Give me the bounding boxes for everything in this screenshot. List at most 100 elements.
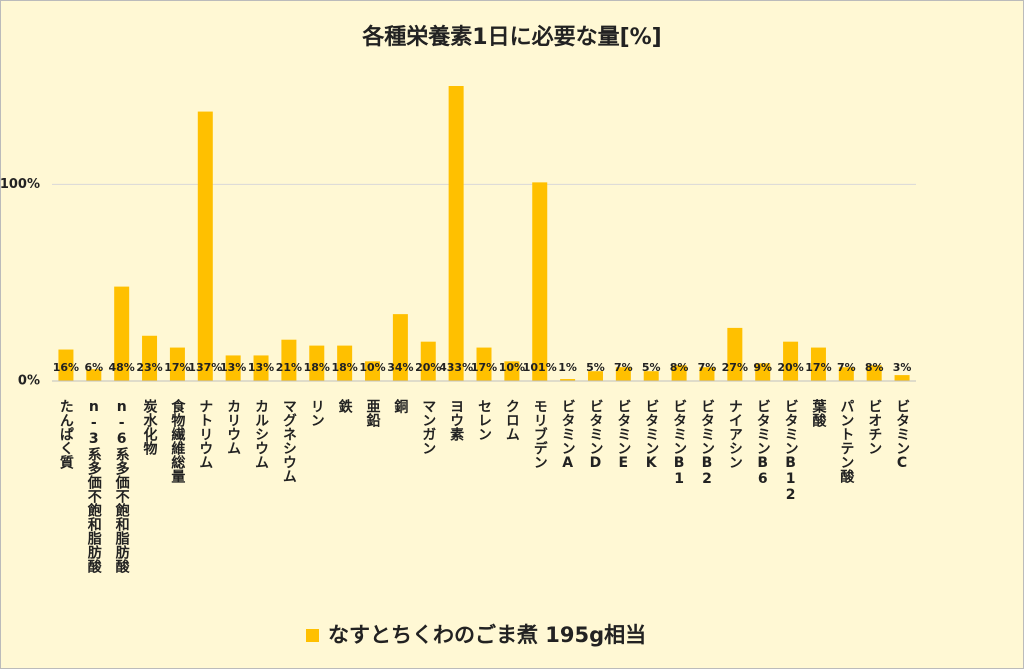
bar — [643, 371, 659, 381]
data-label: 6% — [84, 361, 103, 374]
bar — [58, 349, 74, 381]
x-tick-label: 銅 — [392, 398, 408, 414]
bar — [866, 365, 882, 381]
x-tick-label: ナトリウム — [197, 399, 213, 469]
x-tick-label: n-6系多価不飽和脂肪酸 — [114, 399, 131, 574]
y-tick-label: 100% — [0, 177, 40, 192]
data-label: 34% — [387, 361, 413, 374]
legend-swatch — [306, 629, 319, 642]
data-label: 5% — [586, 361, 605, 374]
bar — [281, 339, 297, 381]
x-tick-label: ビオチン — [866, 399, 882, 455]
x-tick-label: たんぱく質 — [58, 399, 74, 470]
x-tick-label: パントテン酸 — [838, 399, 854, 484]
data-label: 101% — [523, 361, 557, 374]
data-label: 21% — [276, 361, 302, 374]
data-label: 27% — [722, 361, 748, 374]
data-label: 16% — [53, 361, 79, 374]
data-label: 5% — [642, 361, 661, 374]
x-tick-label: 鉄 — [337, 398, 353, 414]
bar — [448, 86, 464, 381]
x-tick-label: セレン — [476, 399, 492, 441]
x-tick-label: カリウム — [225, 399, 241, 455]
data-label: 17% — [805, 361, 831, 374]
bar — [169, 347, 185, 381]
data-label: 9% — [753, 361, 772, 374]
bar — [337, 345, 353, 381]
data-label: 17% — [471, 361, 497, 374]
x-tick-label: ナイアシン — [727, 399, 743, 469]
bar — [699, 367, 715, 381]
plot-area — [58, 86, 910, 382]
data-label: 1% — [558, 361, 577, 374]
x-tick-label: マンガン — [420, 399, 436, 455]
bar — [114, 286, 130, 381]
data-label: 23% — [136, 361, 162, 374]
x-tick-label: カルシウム — [253, 399, 269, 469]
data-label: 3% — [893, 361, 912, 374]
data-label: 18% — [331, 361, 357, 374]
x-tick-label: 亜鉛 — [365, 399, 381, 428]
bar — [755, 363, 771, 381]
data-label: 10% — [359, 361, 385, 374]
bar — [253, 355, 269, 381]
chart-title: 各種栄養素1日に必要な量[%] — [361, 24, 661, 50]
x-tick-label: 炭水化物 — [142, 398, 158, 456]
x-tick-label: ビタミンB2 — [699, 399, 715, 487]
bar — [365, 361, 381, 381]
bar — [810, 347, 826, 381]
data-label: 7% — [837, 361, 856, 374]
bar — [838, 367, 854, 381]
bar — [197, 111, 213, 382]
bar — [532, 182, 548, 381]
data-label: 20% — [415, 361, 441, 374]
legend-label: なすとちくわのごま煮 195g相当 — [328, 623, 646, 647]
x-tick-label: モリブデン — [532, 399, 548, 469]
data-label: 17% — [164, 361, 190, 374]
x-tick-label: リン — [309, 399, 325, 427]
x-tick-label: ビタミンK — [643, 399, 659, 471]
bar — [504, 361, 520, 381]
bar — [225, 355, 241, 381]
bar — [615, 367, 631, 381]
bar — [309, 345, 325, 381]
x-tick-label: ビタミンD — [587, 399, 603, 471]
x-tick-label: 食物繊維総量 — [169, 398, 185, 484]
data-label: 48% — [109, 361, 135, 374]
bar — [727, 327, 743, 381]
bar — [392, 314, 408, 381]
y-tick-label: 0% — [18, 374, 40, 389]
bar — [142, 335, 158, 381]
bar — [783, 341, 799, 381]
bar — [894, 375, 910, 381]
bar — [420, 341, 436, 381]
bar — [671, 365, 687, 381]
data-label: 7% — [614, 361, 633, 374]
data-label: 7% — [698, 361, 717, 374]
x-tick-label: ビタミンB12 — [783, 399, 799, 503]
data-label: 8% — [865, 361, 884, 374]
x-tick-label: ビタミンB1 — [671, 399, 687, 487]
x-tick-label: マグネシウム — [281, 399, 297, 483]
data-label: 20% — [777, 361, 803, 374]
data-label: 13% — [248, 361, 274, 374]
data-label: 10% — [499, 361, 525, 374]
x-tick-label: ビタミンC — [894, 399, 910, 471]
data-label: 137% — [188, 361, 222, 374]
x-tick-label: クロム — [504, 399, 520, 441]
x-tick-label: ビタミンB6 — [755, 399, 771, 487]
x-tick-label: n-3系多価不飽和脂肪酸 — [86, 399, 103, 574]
bar — [560, 379, 576, 381]
x-tick-label: ビタミンE — [615, 399, 631, 471]
data-label: 433% — [439, 361, 473, 374]
x-tick-label: 葉酸 — [810, 398, 827, 428]
data-label: 13% — [220, 361, 246, 374]
data-label: 18% — [304, 361, 330, 374]
bar — [587, 371, 603, 381]
x-tick-label: ビタミンA — [560, 399, 576, 471]
data-label: 8% — [670, 361, 689, 374]
bar — [86, 369, 102, 381]
x-tick-label: ヨウ素 — [448, 399, 464, 442]
